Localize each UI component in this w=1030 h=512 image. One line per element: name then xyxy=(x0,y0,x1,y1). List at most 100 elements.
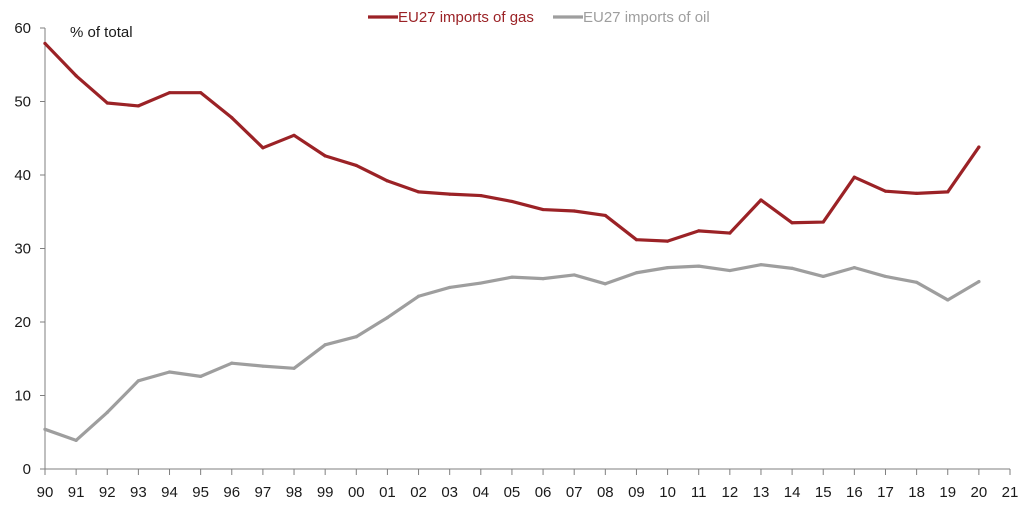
data-point-oil xyxy=(915,280,919,284)
data-point-gas xyxy=(323,154,327,158)
y-tick-label: 60 xyxy=(14,20,31,37)
data-point-oil xyxy=(105,410,109,415)
x-tick-label: 08 xyxy=(597,484,614,501)
data-point-gas xyxy=(385,179,390,183)
data-point-gas xyxy=(790,221,794,225)
y-tick-label: 30 xyxy=(14,241,31,258)
data-point-gas xyxy=(572,209,576,213)
x-tick-label: 07 xyxy=(566,484,583,501)
x-tick-label: 06 xyxy=(535,484,552,501)
x-tick-label: 21 xyxy=(1002,484,1019,501)
y-tick-label: 40 xyxy=(14,167,31,184)
x-tick-label: 10 xyxy=(659,484,676,501)
data-point-gas xyxy=(167,91,172,95)
data-point-oil xyxy=(665,266,670,270)
data-point-gas xyxy=(261,146,265,150)
data-point-oil xyxy=(852,266,856,270)
data-point-gas xyxy=(354,163,358,168)
data-point-oil xyxy=(385,315,390,320)
data-point-oil xyxy=(416,294,421,298)
y-tick-label: 50 xyxy=(14,94,31,111)
data-point-gas xyxy=(292,133,296,137)
data-point-gas xyxy=(665,239,670,243)
legend-label-gas: EU27 imports of gas xyxy=(398,9,534,26)
data-point-gas xyxy=(479,193,483,198)
y-unit-label: % of total xyxy=(70,24,133,41)
x-tick-label: 20 xyxy=(971,484,988,501)
x-tick-label: 14 xyxy=(784,484,801,501)
data-point-gas xyxy=(821,220,825,224)
data-point-gas xyxy=(697,229,701,233)
x-tick-label: 99 xyxy=(317,484,334,501)
data-point-gas xyxy=(728,231,732,235)
data-point-gas xyxy=(852,175,856,179)
data-point-oil xyxy=(43,427,47,431)
series-line-oil xyxy=(43,263,981,442)
data-point-gas xyxy=(541,207,545,212)
data-point-gas xyxy=(199,91,203,95)
data-point-oil xyxy=(759,263,763,267)
data-point-oil xyxy=(728,268,732,273)
x-tick-label: 16 xyxy=(846,484,863,501)
x-tick-label: 15 xyxy=(815,484,832,501)
data-point-oil xyxy=(354,335,358,339)
data-point-gas xyxy=(105,101,109,105)
data-point-gas xyxy=(510,199,514,204)
x-tick-label: 97 xyxy=(255,484,272,501)
x-tick-label: 98 xyxy=(286,484,303,501)
data-point-gas xyxy=(603,213,607,218)
data-point-oil xyxy=(634,271,639,275)
data-point-oil xyxy=(790,266,794,270)
data-point-gas xyxy=(977,145,981,149)
y-tick-label: 10 xyxy=(14,388,31,405)
data-point-gas xyxy=(883,189,888,193)
data-point-oil xyxy=(261,364,265,368)
x-tick-label: 96 xyxy=(223,484,240,501)
data-point-oil xyxy=(946,298,950,302)
x-tick-label: 19 xyxy=(939,484,956,501)
data-point-gas xyxy=(74,74,78,78)
data-point-gas xyxy=(759,198,763,202)
data-point-oil xyxy=(230,361,234,365)
x-tick-label: 03 xyxy=(441,484,458,501)
data-point-oil xyxy=(883,274,888,279)
data-point-oil xyxy=(199,374,203,378)
x-tick-label: 90 xyxy=(37,484,54,501)
x-tick-label: 95 xyxy=(192,484,209,501)
x-tick-label: 94 xyxy=(161,484,178,501)
data-point-oil xyxy=(821,274,825,279)
data-point-oil xyxy=(167,370,172,374)
data-point-oil xyxy=(697,264,701,268)
x-tick-label: 00 xyxy=(348,484,365,501)
x-tick-label: 02 xyxy=(410,484,427,501)
x-tick-label: 12 xyxy=(721,484,738,501)
data-point-gas xyxy=(634,238,639,242)
data-point-oil xyxy=(541,277,545,281)
data-point-oil xyxy=(136,379,140,383)
data-point-oil xyxy=(479,281,483,285)
x-tick-label: 05 xyxy=(504,484,521,501)
data-point-oil xyxy=(292,366,296,370)
x-tick-label: 11 xyxy=(691,484,707,501)
series-lines xyxy=(43,41,981,442)
data-point-gas xyxy=(915,191,919,195)
x-tick-label: 92 xyxy=(99,484,116,501)
data-point-oil xyxy=(603,282,607,286)
data-point-oil xyxy=(448,285,452,290)
x-tick-label: 93 xyxy=(130,484,147,501)
data-point-oil xyxy=(572,273,576,277)
x-tick-label: 91 xyxy=(68,484,85,501)
series-line-gas xyxy=(43,41,981,243)
x-tick-label: 04 xyxy=(472,484,489,501)
x-tick-label: 18 xyxy=(908,484,925,501)
x-tick-label: 09 xyxy=(628,484,645,501)
data-point-gas xyxy=(448,192,452,196)
data-point-oil xyxy=(510,275,514,279)
data-point-gas xyxy=(416,190,421,194)
legend-label-oil: EU27 imports of oil xyxy=(583,9,710,26)
data-point-oil xyxy=(977,279,981,284)
x-tick-label: 01 xyxy=(379,484,396,501)
x-tick-label: 13 xyxy=(753,484,770,501)
data-point-oil xyxy=(74,438,78,442)
data-point-gas xyxy=(230,116,234,120)
